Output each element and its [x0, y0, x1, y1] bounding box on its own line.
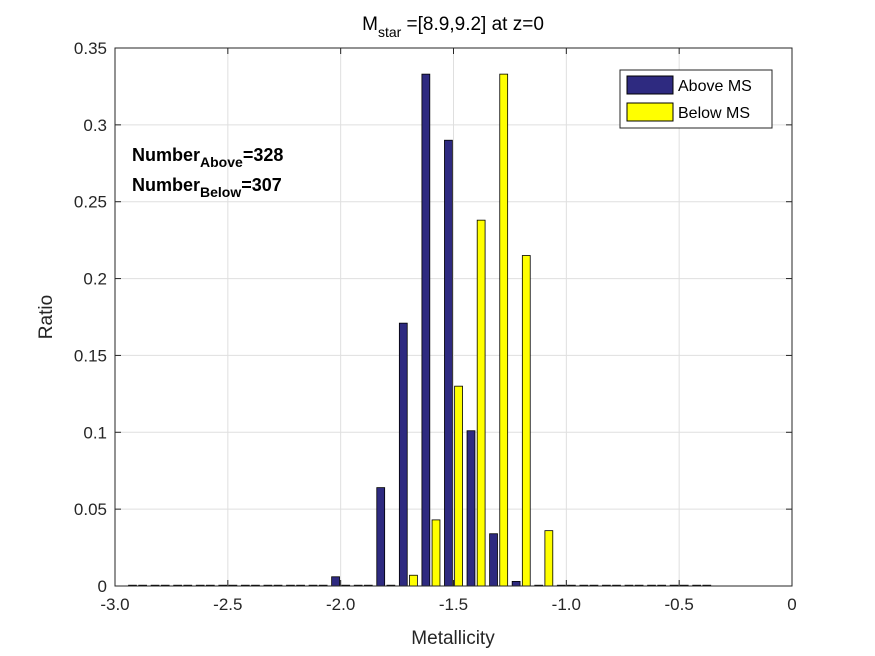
y-tick-label: 0: [98, 577, 107, 596]
y-tick-label: 0.15: [74, 346, 107, 365]
legend-swatch-above: [626, 75, 674, 95]
bar-below: [454, 385, 463, 587]
y-axis-label: Ratio: [36, 295, 57, 339]
bar-above: [489, 533, 498, 587]
y-tick-label: 0.25: [74, 193, 107, 212]
bar-below: [476, 219, 486, 587]
y-tick-labels: 0 0.05 0.1 0.15 0.2 0.25 0.3 0.35: [74, 39, 107, 596]
y-tick-label: 0.35: [74, 39, 107, 58]
bar-above: [444, 139, 453, 587]
bar-below: [521, 255, 531, 587]
bar-above: [398, 322, 408, 587]
x-tick-label: -2.5: [213, 595, 242, 614]
annotation-below-count: NumberBelow=307: [132, 175, 282, 200]
legend-label-below: Below MS: [678, 105, 750, 122]
bar-above: [466, 430, 476, 587]
y-tick-label: 0.2: [83, 270, 107, 289]
bar-above: [331, 576, 340, 587]
bar-above: [376, 487, 386, 587]
x-tick-label: -1.0: [552, 595, 581, 614]
y-tick-label: 0.3: [83, 116, 107, 135]
bar-above: [511, 580, 521, 587]
legend: Above MS Below MS: [619, 69, 773, 129]
x-tick-label: -2.0: [326, 595, 355, 614]
bar-above: [421, 73, 431, 587]
x-axis-label: Metallicity: [411, 628, 495, 649]
x-tick-label: -0.5: [665, 595, 694, 614]
bar-below: [431, 519, 441, 587]
bar-below: [499, 73, 509, 587]
x-tick-label: -1.5: [439, 595, 468, 614]
chart-title: Mstar =[8.9,9.2] at z=0: [362, 14, 544, 40]
legend-swatch-below: [626, 102, 674, 122]
y-tick-label: 0.05: [74, 500, 107, 519]
bar-below: [544, 530, 554, 587]
annotations: NumberAbove=328 NumberBelow=307: [132, 145, 283, 200]
y-tick-label: 0.1: [83, 423, 107, 442]
x-tick-labels: -3.0 -2.5 -2.0 -1.5 -1.0 -0.5 0: [100, 595, 796, 614]
bar-below: [409, 574, 418, 587]
ticks: [114, 47, 793, 587]
x-tick-label: 0: [787, 595, 796, 614]
x-tick-label: -3.0: [100, 595, 129, 614]
annotation-above-count: NumberAbove=328: [132, 145, 283, 170]
legend-label-above: Above MS: [678, 78, 752, 95]
